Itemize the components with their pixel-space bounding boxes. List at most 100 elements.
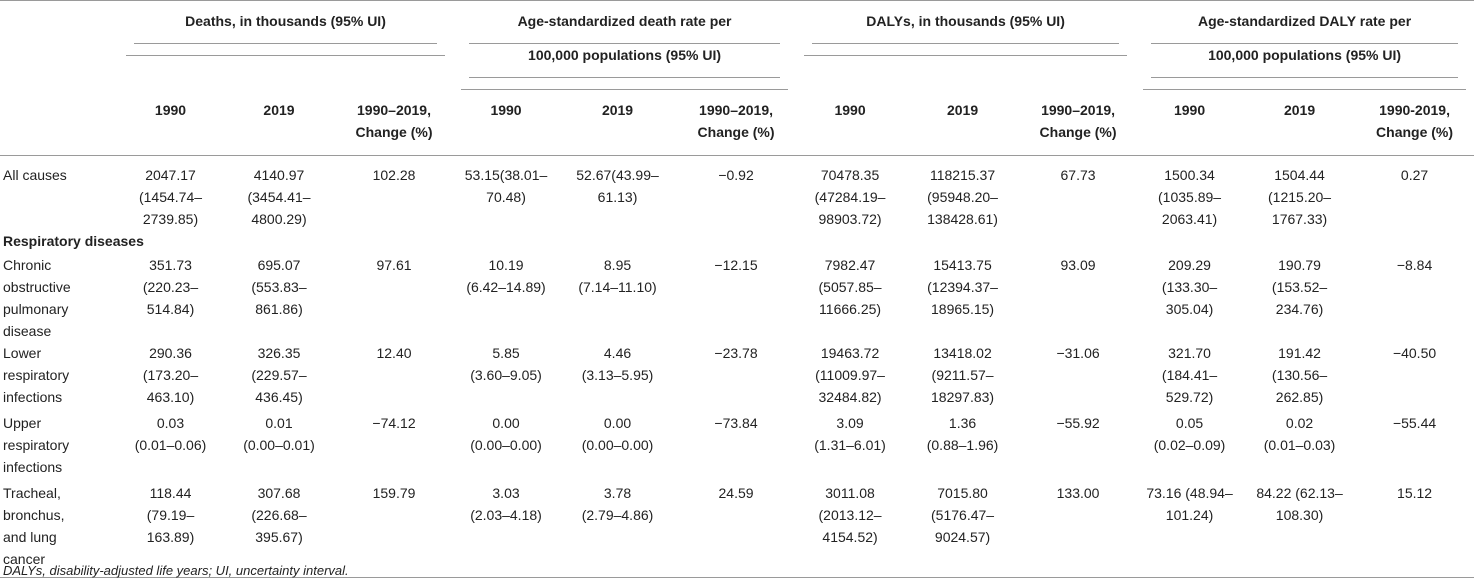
cell-text-line: (1035.89– xyxy=(1158,188,1222,205)
data-cell: 0.01 (0.00–0.01) xyxy=(223,412,335,482)
cell-text-line: (79.19– xyxy=(146,507,195,523)
cell-text-line: 101.24) xyxy=(1165,507,1214,523)
cell-text-line: 0.00 xyxy=(492,415,520,431)
cell-text-line: 0.27 xyxy=(1400,166,1429,183)
data-cell: 3.03 (2.03–4.18) xyxy=(453,482,560,578)
data-cell: 191.42 (130.56– 262.85) xyxy=(1244,342,1355,412)
cell-text-line: 97.61 xyxy=(376,257,412,273)
data-cell: 13418.02 (9211.57– 18297.83) xyxy=(904,342,1021,412)
cell-text-line: 5.85 xyxy=(492,345,520,361)
cell-text-line: (7.14–11.10) xyxy=(578,279,657,295)
data-cell: 53.15(38.01– 70.48) xyxy=(453,155,559,230)
section-title: Respiratory diseases xyxy=(3,233,144,249)
data-cell: 70478.35 (47284.19– 98903.72) xyxy=(796,155,904,230)
data-cell: 0.03 (0.01–0.06) xyxy=(118,412,223,482)
cell-text-line: 209.29 xyxy=(1168,257,1211,273)
data-cell: 3.78 (2.79–4.86) xyxy=(559,482,677,578)
data-cell: 190.79 (153.52– 234.76) xyxy=(1244,254,1355,342)
cell-text-line: (229.57– xyxy=(251,367,307,383)
data-cell: 5.85 (3.60–9.05) xyxy=(453,342,559,412)
group-header-daly-rate: Age-standardized DALY rate per 100,000 po… xyxy=(1135,0,1474,90)
data-cell: 307.68 (226.68– 395.67) xyxy=(223,482,335,578)
group-header-deaths-text: Deaths, in thousands (95% UI) xyxy=(126,10,446,56)
group-header-dalys: DALYs, in thousands (95% UI) xyxy=(796,0,1136,90)
subheader-cell: 1990 xyxy=(118,90,223,156)
cell-text-line: 351.73 xyxy=(149,257,192,273)
subheader-text: 1990–2019, xyxy=(699,102,774,118)
group-header-line: Deaths, in thousands (95% UI) xyxy=(134,10,438,44)
subheader-text: 2019 xyxy=(1283,102,1316,118)
subheader-cell: 1990-2019, Change (%) xyxy=(1355,90,1474,156)
group-header-row: Deaths, in thousands (95% UI) Age-standa… xyxy=(0,0,1474,90)
cell-text-line: All causes xyxy=(3,166,67,183)
data-cell: 0.02 (0.01–0.03) xyxy=(1244,412,1355,482)
cell-text-line: −55.92 xyxy=(1056,415,1100,431)
cell-text-line: 4154.52) xyxy=(822,529,878,545)
cell-text-line: −8.84 xyxy=(1396,257,1433,273)
row-label: Chronic obstructive pulmonary disease xyxy=(0,254,118,342)
data-cell: −40.50 xyxy=(1355,342,1474,412)
cell-text-line: (5057.85– xyxy=(818,279,882,295)
cell-text-line: 190.79 xyxy=(1278,257,1321,273)
data-cell: 118215.37 (95948.20– 138428.61) xyxy=(904,155,1021,230)
subheader-cell: 1990–2019, Change (%) xyxy=(676,90,797,156)
table-footnote: DALYs, disability-adjusted life years; U… xyxy=(3,563,349,578)
data-cell: 7015.80 (5176.47– 9024.57) xyxy=(904,482,1022,578)
cell-text-line: 84.22 (62.13– xyxy=(1256,485,1343,501)
row-label: Lower respiratory infections xyxy=(0,342,118,412)
data-cell: 10.19 (6.42–14.89) xyxy=(453,254,559,342)
cell-text-line: 52.67(43.99– xyxy=(576,166,659,183)
cell-text-line: 9024.57) xyxy=(934,529,991,545)
cell-text-line: pulmonary xyxy=(3,301,69,317)
data-cell: −31.06 xyxy=(1021,342,1135,412)
data-cell: 159.79 xyxy=(335,482,454,578)
cell-text-line: respiratory xyxy=(3,437,70,453)
subheader-cell: 1990–2019, Change (%) xyxy=(1021,90,1136,156)
cell-text-line: −31.06 xyxy=(1056,345,1100,361)
cell-text-line: (553.83– xyxy=(251,279,307,295)
cell-text-line: obstructive xyxy=(3,279,71,295)
data-cell: 1500.34 (1035.89– 2063.41) xyxy=(1135,155,1244,230)
cell-text-line: 118215.37 xyxy=(929,166,996,183)
cell-text-line: (95948.20– xyxy=(927,188,998,205)
subheader-cell: 2019 xyxy=(559,90,677,156)
cell-text-line: −55.44 xyxy=(1392,415,1437,431)
corner-cell xyxy=(0,0,118,90)
cell-text-line: and lung xyxy=(3,529,57,545)
cell-text-line: 290.36 xyxy=(149,345,192,361)
cell-text-line: 2739.85) xyxy=(142,210,199,227)
subheader-text: 1990–2019, xyxy=(357,102,431,118)
data-cell: 12.40 xyxy=(335,342,453,412)
data-cell: 67.73 xyxy=(1021,155,1135,230)
cell-text-line: (1215.20– xyxy=(1268,188,1332,205)
cell-text-line: (1454.74– xyxy=(138,188,203,205)
cell-text-line: −23.78 xyxy=(714,345,758,361)
data-cell: 93.09 xyxy=(1021,254,1135,342)
data-cell: 24.59 xyxy=(676,482,797,578)
table-row: All causes 2047.17 (1454.74– 2739.85) 4140.9… xyxy=(0,155,1474,230)
cell-text-line: 2047.17 xyxy=(145,166,196,183)
cell-text-line: 7015.80 xyxy=(937,485,988,501)
cell-text-line: 4.46 xyxy=(603,345,632,361)
group-header-line: 100,000 populations (95% UI) xyxy=(1151,44,1459,78)
data-cell: 3011.08 (2013.12– 4154.52) xyxy=(796,482,905,578)
data-cell: −8.84 xyxy=(1355,254,1474,342)
table-row: Upper respiratory infections 0.03 (0.01–0.06… xyxy=(0,412,1474,482)
cell-text-line: 3.03 xyxy=(492,485,520,501)
cell-text-line: (130.56– xyxy=(1271,367,1328,383)
data-cell: −55.92 xyxy=(1021,412,1135,482)
cell-text-line: 4140.97 xyxy=(253,166,305,183)
data-cell: 118.44 (79.19– 163.89) xyxy=(118,482,223,578)
cell-text-line: (2.03–4.18) xyxy=(470,507,542,523)
cell-text-line: 32484.82) xyxy=(818,389,882,405)
cell-text-line: (12394.37– xyxy=(927,279,998,295)
subheader-text: 1990 xyxy=(490,102,522,118)
cell-text-line: 67.73 xyxy=(1060,166,1096,183)
cell-text-line: 12.40 xyxy=(376,345,412,361)
data-cell: 4.46 (3.13–5.95) xyxy=(559,342,676,412)
group-header-line: 100,000 populations (95% UI) xyxy=(469,44,781,78)
cell-text-line: (184.41– xyxy=(1161,367,1218,383)
subheader-text: 1990 xyxy=(1173,102,1206,118)
cell-text-line: 18965.15) xyxy=(931,301,995,317)
cell-text-line: −12.15 xyxy=(714,257,758,273)
